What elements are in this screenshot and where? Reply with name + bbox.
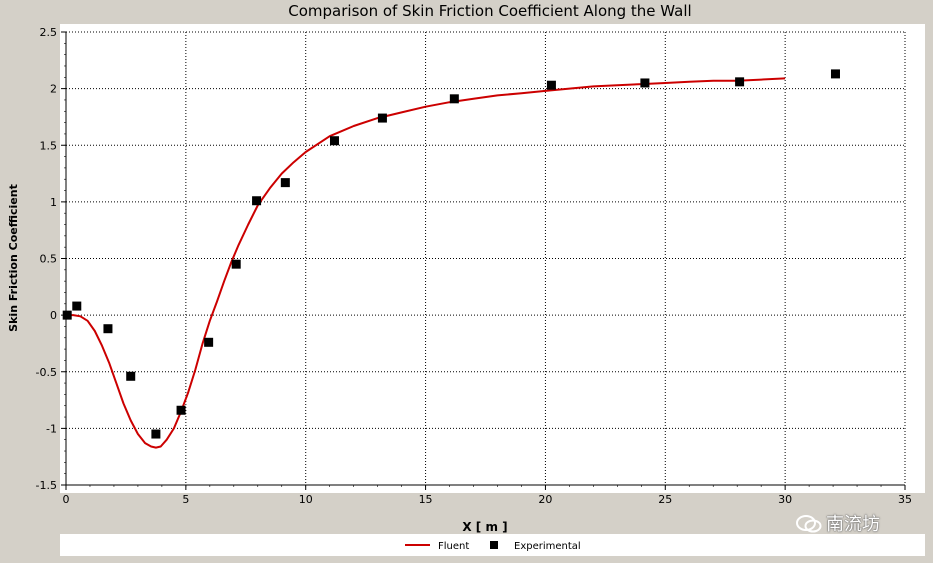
experimental-point <box>377 113 387 123</box>
y-tick-label: 1.5 <box>40 139 58 152</box>
legend-experimental-swatch <box>490 541 498 549</box>
experimental-point <box>126 371 136 381</box>
experimental-point <box>830 69 840 79</box>
x-axis-label: X [ m ] <box>462 520 507 534</box>
y-tick-label: -1.5 <box>36 479 57 492</box>
legend-fluent-label: Fluent <box>438 541 469 552</box>
experimental-point <box>103 324 113 334</box>
experimental-point <box>280 178 290 188</box>
watermark: 南流坊 <box>796 510 880 536</box>
wechat-icon <box>796 515 822 533</box>
y-tick-label: 1 <box>50 196 57 209</box>
x-tick-label: 10 <box>299 493 313 506</box>
x-tick-label: 5 <box>182 493 189 506</box>
y-tick-label: 2.5 <box>40 26 58 39</box>
experimental-point <box>735 77 745 87</box>
y-tick-label: 0 <box>50 309 57 322</box>
series-layer <box>62 69 840 449</box>
y-tick-label: 0.5 <box>40 253 58 266</box>
experimental-point <box>449 94 459 104</box>
experimental-point <box>151 429 161 439</box>
y-axis-label: Skin Friction Coefficient <box>7 184 20 332</box>
x-tick-label: 0 <box>63 493 70 506</box>
axes <box>61 31 906 490</box>
y-tick-label: -1 <box>46 422 57 435</box>
experimental-point <box>204 337 214 347</box>
x-tick-label: 25 <box>658 493 672 506</box>
x-tick-label: 30 <box>778 493 792 506</box>
experimental-point <box>62 310 72 320</box>
experimental-point <box>72 301 82 311</box>
experimental-point <box>329 136 339 146</box>
y-tick-label: -0.5 <box>36 366 57 379</box>
x-tick-label: 20 <box>538 493 552 506</box>
chart-title: Comparison of Skin Friction Coefficient … <box>288 2 692 20</box>
y-tick-label: 2 <box>50 83 57 96</box>
x-tick-label: 35 <box>898 493 912 506</box>
legend-experimental-label: Experimental <box>514 541 581 552</box>
experimental-point <box>640 78 650 88</box>
experimental-point <box>176 405 186 415</box>
experimental-point <box>252 196 262 206</box>
experimental-point <box>231 259 241 269</box>
watermark-text: 南流坊 <box>826 514 880 535</box>
fluent-series-line <box>66 77 786 449</box>
x-tick-label: 15 <box>419 493 433 506</box>
experimental-point <box>546 80 556 90</box>
legend: Fluent Experimental <box>60 534 925 556</box>
tick-labels: -1.5 -1 -0.5 0 0.5 1 1.5 2 2.5 0 5 10 15 20 25 30 35 <box>36 26 912 506</box>
